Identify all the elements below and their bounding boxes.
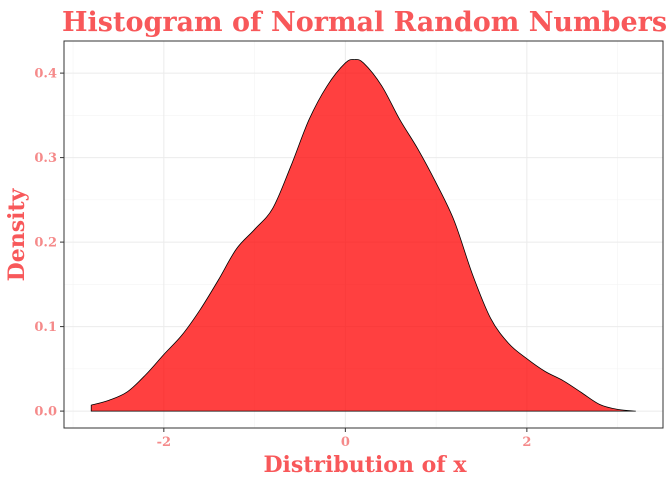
x-axis-title: Distribution of x xyxy=(263,452,467,478)
axis-ticks: -2 0 2 0.0 0.1 0.2 0.3 0.4 xyxy=(34,67,531,450)
x-tick-label: 2 xyxy=(522,435,531,450)
y-axis-title: Density xyxy=(4,187,30,281)
y-tick-label: 0.1 xyxy=(34,320,57,335)
y-tick-label: 0.3 xyxy=(34,151,57,166)
x-tick-label: -2 xyxy=(157,435,171,450)
y-tick-label: 0.0 xyxy=(34,405,57,420)
panel-border xyxy=(63,40,664,429)
chart-title: Histogram of Normal Random Numbers xyxy=(62,7,667,38)
density-area xyxy=(90,59,636,412)
y-tick-label: 0.2 xyxy=(34,236,57,251)
y-tick-label: 0.4 xyxy=(34,67,57,82)
density-area-path xyxy=(90,59,636,412)
x-tick-label: 0 xyxy=(341,435,350,450)
